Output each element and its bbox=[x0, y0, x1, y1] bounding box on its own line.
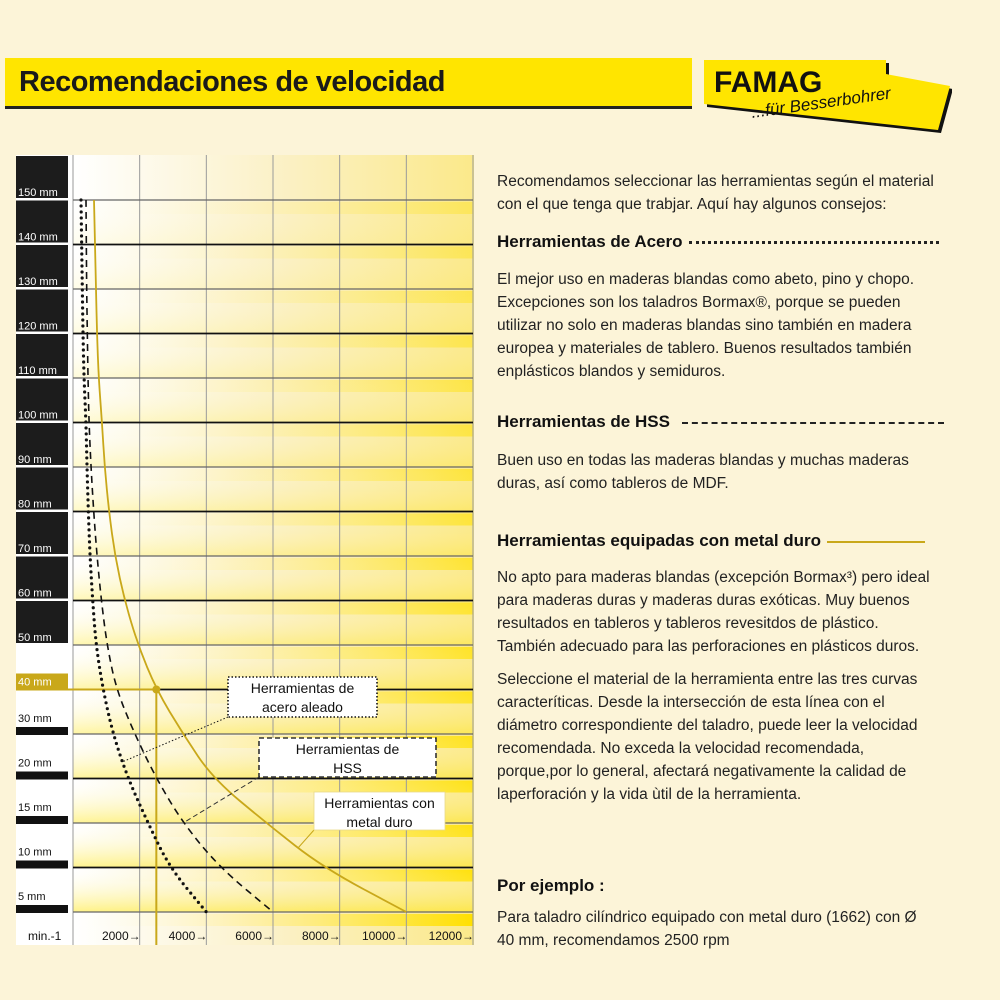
body-line: El mejor uso en maderas blandas como abe… bbox=[497, 271, 915, 288]
y-tick-label: 70 mm bbox=[18, 543, 52, 555]
y-label-box bbox=[16, 378, 68, 421]
body-line: resultados en tableros y tableros revesi… bbox=[497, 615, 879, 632]
x-tick-label: 4000→ bbox=[169, 929, 208, 943]
callout-hss-box bbox=[258, 737, 437, 778]
body-line: laperforación y la vida ùtil de la herra… bbox=[497, 786, 802, 803]
body-line: para maderas duras y maderas duras exóti… bbox=[497, 592, 910, 609]
callout-acero-text: Herramientas de bbox=[251, 680, 355, 696]
callout-carbide-text: metal duro bbox=[346, 814, 412, 830]
body-line: También adecuado para las perforaciones … bbox=[497, 638, 920, 655]
curve-dashed bbox=[85, 199, 274, 913]
instructions-text: Seleccione el material de la herramienta… bbox=[497, 668, 997, 806]
speed-chart: 150 mm 140 mm 130 mm 120 mm 110 mm 100 mm 90 m… bbox=[16, 155, 474, 945]
y-tick-label: 5 mm bbox=[18, 891, 46, 903]
section-hss-title: Herramientas de HSS bbox=[497, 412, 997, 432]
y-label-box bbox=[16, 601, 68, 643]
body-line: utilizar no solo en maderas blandas sino… bbox=[497, 317, 912, 334]
callout-hss-text: HSS bbox=[333, 760, 362, 776]
x-axis-label: min.-1 bbox=[28, 929, 62, 943]
y-label-box bbox=[16, 200, 68, 243]
callout-carbide-text: Herramientas con bbox=[324, 795, 435, 811]
x-tick-label: 8000→ bbox=[302, 929, 341, 943]
intro-text: Recomendamos seleccionar las herramienta… bbox=[497, 170, 997, 216]
y-label-box bbox=[16, 512, 68, 554]
callout-carbide-box bbox=[313, 791, 446, 831]
body-line: Seleccione el material de la herramienta… bbox=[497, 671, 918, 688]
x-tick-label: 6000→ bbox=[235, 929, 274, 943]
y-label-box bbox=[16, 289, 68, 332]
y-label-box bbox=[16, 673, 68, 690]
page-title: Recomendaciones de velocidad bbox=[19, 66, 445, 98]
body-line: Excepciones son los taladros Bormax®, po… bbox=[497, 294, 901, 311]
body-line: enplásticos blandos y semiduros. bbox=[497, 363, 726, 380]
y-tick-label: 60 mm bbox=[18, 588, 52, 600]
body-line: Para taladro cilíndrico equipado con met… bbox=[497, 909, 917, 926]
x-tick-label: 12000→ bbox=[429, 929, 474, 943]
title-banner: Recomendaciones de velocidad bbox=[5, 58, 692, 106]
body-line: diámetro correspondiente del taladro, pu… bbox=[497, 717, 918, 734]
body-line: porque,por lo general, afectará negativa… bbox=[497, 763, 907, 780]
dotted-leader bbox=[688, 241, 939, 245]
y-label-box bbox=[16, 156, 68, 198]
body-line: 40 mm, recomendamos 2500 rpm bbox=[497, 932, 730, 949]
section-title: Herramientas equipadas con metal duro bbox=[497, 531, 822, 550]
y-label-box bbox=[16, 245, 68, 287]
section-carbide-title: Herramientas equipadas con metal duro bbox=[497, 531, 997, 551]
y-label-box bbox=[16, 334, 68, 376]
y-tick-label: 10 mm bbox=[18, 847, 52, 859]
y-tick-label: 100 mm bbox=[18, 410, 58, 422]
section-title: Herramientas de Acero bbox=[497, 232, 683, 251]
y-tick-label: 140 mm bbox=[18, 232, 58, 244]
body-line: Buen uso en todas las maderas blandas y … bbox=[497, 452, 909, 469]
x-tick-label: 2000→ bbox=[102, 929, 141, 943]
y-label-bar bbox=[16, 860, 68, 869]
y-tick-label: 90 mm bbox=[18, 454, 52, 466]
famag-logo: FAMAG ...für Besserbohrer bbox=[704, 60, 952, 133]
section-hss-body: Buen uso en todas las maderas blandas y … bbox=[497, 449, 997, 495]
body-line: duras, así como tableros de MDF. bbox=[497, 475, 729, 492]
example-text: Para taladro cilíndrico equipado con met… bbox=[497, 906, 997, 952]
y-tick-label: 50 mm bbox=[18, 632, 52, 644]
y-tick-label: 40 mm bbox=[18, 677, 52, 689]
intro-line: Recomendamos seleccionar las herramienta… bbox=[497, 173, 934, 190]
y-label-bar bbox=[16, 816, 68, 824]
logo-brand: FAMAG bbox=[714, 66, 822, 99]
body-line: recomendada. No exceda la velocidad reco… bbox=[497, 740, 865, 757]
y-label-box bbox=[16, 556, 68, 599]
section-title: Herramientas de HSS bbox=[497, 412, 670, 431]
y-tick-label: 20 mm bbox=[18, 758, 52, 770]
section-acero-title: Herramientas de Acero bbox=[497, 232, 997, 252]
section-carbide-body: No apto para maderas blandas (excepción … bbox=[497, 566, 997, 658]
y-label-bar bbox=[16, 771, 68, 780]
callout-hss-text: Herramientas de bbox=[296, 741, 400, 757]
y-tick-label: 30 mm bbox=[18, 713, 52, 725]
y-label-bar bbox=[16, 905, 68, 913]
body-line: europea y materiales de tablero. Buenos … bbox=[497, 340, 912, 357]
y-label-box bbox=[16, 467, 68, 510]
callout-acero-leader bbox=[121, 716, 229, 763]
section-acero-body: El mejor uso en maderas blandas como abe… bbox=[497, 268, 997, 383]
y-tick-label: 130 mm bbox=[18, 276, 58, 288]
body-line: No apto para maderas blandas (excepción … bbox=[497, 569, 930, 586]
dashed-leader bbox=[681, 421, 944, 424]
callout-acero-text: acero aleado bbox=[262, 699, 343, 715]
y-tick-label: 110 mm bbox=[18, 365, 57, 377]
y-label-bar bbox=[16, 727, 68, 735]
intro-line: con el que tenga que trabjar. Aquí hay a… bbox=[497, 196, 887, 213]
solid-leader bbox=[827, 540, 926, 543]
y-tick-label: 15 mm bbox=[18, 802, 52, 814]
y-tick-label: 80 mm bbox=[18, 499, 52, 511]
callout-carbide-leader bbox=[297, 829, 315, 849]
y-label-box bbox=[16, 423, 68, 465]
y-tick-label: 120 mm bbox=[18, 321, 58, 333]
curve-solid bbox=[93, 199, 407, 913]
callout-acero-box bbox=[227, 676, 378, 718]
y-tick-label: 150 mm bbox=[18, 187, 58, 199]
callout-hss-leader bbox=[182, 776, 260, 824]
x-tick-label: 10000→ bbox=[362, 929, 407, 943]
body-line: caracteríticas. Desde la intersección de… bbox=[497, 694, 885, 711]
example-title: Por ejemplo : bbox=[497, 876, 605, 895]
